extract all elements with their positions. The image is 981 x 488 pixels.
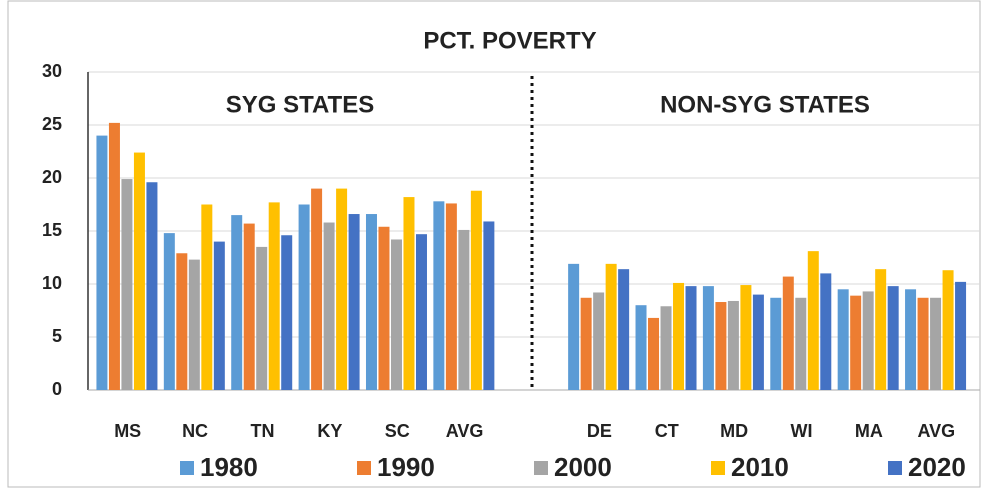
bar: [917, 297, 929, 390]
bar: [702, 286, 714, 390]
legend-swatch: [711, 461, 725, 475]
bar: [146, 182, 158, 390]
x-tick-label: KY: [317, 421, 342, 441]
y-tick-label: 30: [42, 61, 62, 81]
bar: [108, 122, 120, 390]
bar: [862, 291, 874, 390]
bar: [415, 234, 427, 390]
bar: [336, 188, 348, 390]
bar: [740, 285, 752, 390]
bar: [378, 226, 390, 390]
bar: [837, 289, 849, 390]
bar: [850, 295, 862, 390]
group-label: NON-SYG STATES: [660, 91, 870, 118]
bar: [483, 221, 495, 390]
bar: [685, 286, 697, 390]
x-tick-label: DE: [587, 421, 612, 441]
bar: [580, 297, 592, 390]
bar: [715, 302, 727, 390]
bar: [887, 286, 899, 390]
bar: [727, 300, 739, 390]
bar: [311, 188, 323, 390]
bar: [445, 203, 457, 390]
legend-swatch: [534, 461, 548, 475]
bar: [568, 263, 580, 390]
legend-label: 2020: [908, 452, 966, 482]
x-tick-label: MS: [114, 421, 141, 441]
bar: [820, 273, 832, 390]
bar: [770, 297, 782, 390]
bar: [593, 292, 605, 390]
bar: [298, 204, 310, 390]
bar: [176, 253, 188, 390]
x-tick-label: SC: [385, 421, 410, 441]
y-tick-label: 5: [52, 326, 62, 346]
bar: [163, 233, 175, 390]
bar: [470, 190, 482, 390]
bar: [458, 229, 470, 390]
x-tick-label: WI: [791, 421, 813, 441]
bar: [348, 214, 360, 390]
bar: [403, 197, 415, 390]
group-label: SYG STATES: [226, 91, 374, 118]
legend-swatch: [357, 461, 371, 475]
chart-title: PCT. POVERTY: [423, 27, 596, 54]
bar: [875, 269, 887, 390]
bar: [133, 152, 145, 390]
bar: [323, 222, 335, 390]
bar: [635, 305, 647, 390]
bar: [905, 289, 917, 390]
y-tick-label: 0: [52, 379, 62, 399]
y-tick-label: 15: [42, 220, 62, 240]
bar: [231, 215, 243, 390]
bar: [930, 297, 942, 390]
bar: [660, 306, 672, 390]
bar: [201, 204, 213, 390]
bar: [121, 179, 133, 390]
bar: [433, 201, 445, 390]
y-tick-label: 10: [42, 273, 62, 293]
bar: [390, 239, 402, 390]
bar: [673, 282, 685, 390]
bar: [795, 297, 807, 390]
bar: [281, 235, 293, 390]
x-tick-label: MD: [720, 421, 748, 441]
bar: [188, 259, 200, 390]
bar: [782, 276, 794, 390]
legend-label: 1990: [377, 452, 435, 482]
y-tick-label: 25: [42, 114, 62, 134]
bar: [213, 241, 225, 390]
x-tick-label: AVG: [917, 421, 955, 441]
x-tick-label: MA: [855, 421, 883, 441]
legend-swatch: [888, 461, 902, 475]
bar: [618, 269, 630, 390]
frame: [7, 0, 981, 488]
x-tick-label: AVG: [446, 421, 484, 441]
bar: [648, 317, 660, 390]
bar: [243, 223, 255, 390]
legend-label: 1980: [200, 452, 258, 482]
bar: [605, 263, 617, 390]
bar: [96, 135, 108, 390]
legend-swatch: [180, 461, 194, 475]
bar: [955, 281, 967, 390]
bar: [807, 251, 819, 390]
x-tick-label: CT: [655, 421, 679, 441]
bar: [942, 270, 954, 390]
legend-label: 2010: [731, 452, 789, 482]
x-tick-label: TN: [250, 421, 274, 441]
bar: [268, 202, 280, 390]
bar: [365, 214, 377, 390]
bar: [256, 246, 268, 390]
legend-label: 2000: [554, 452, 612, 482]
bar: [752, 294, 764, 390]
x-tick-label: NC: [182, 421, 208, 441]
y-tick-label: 20: [42, 167, 62, 187]
